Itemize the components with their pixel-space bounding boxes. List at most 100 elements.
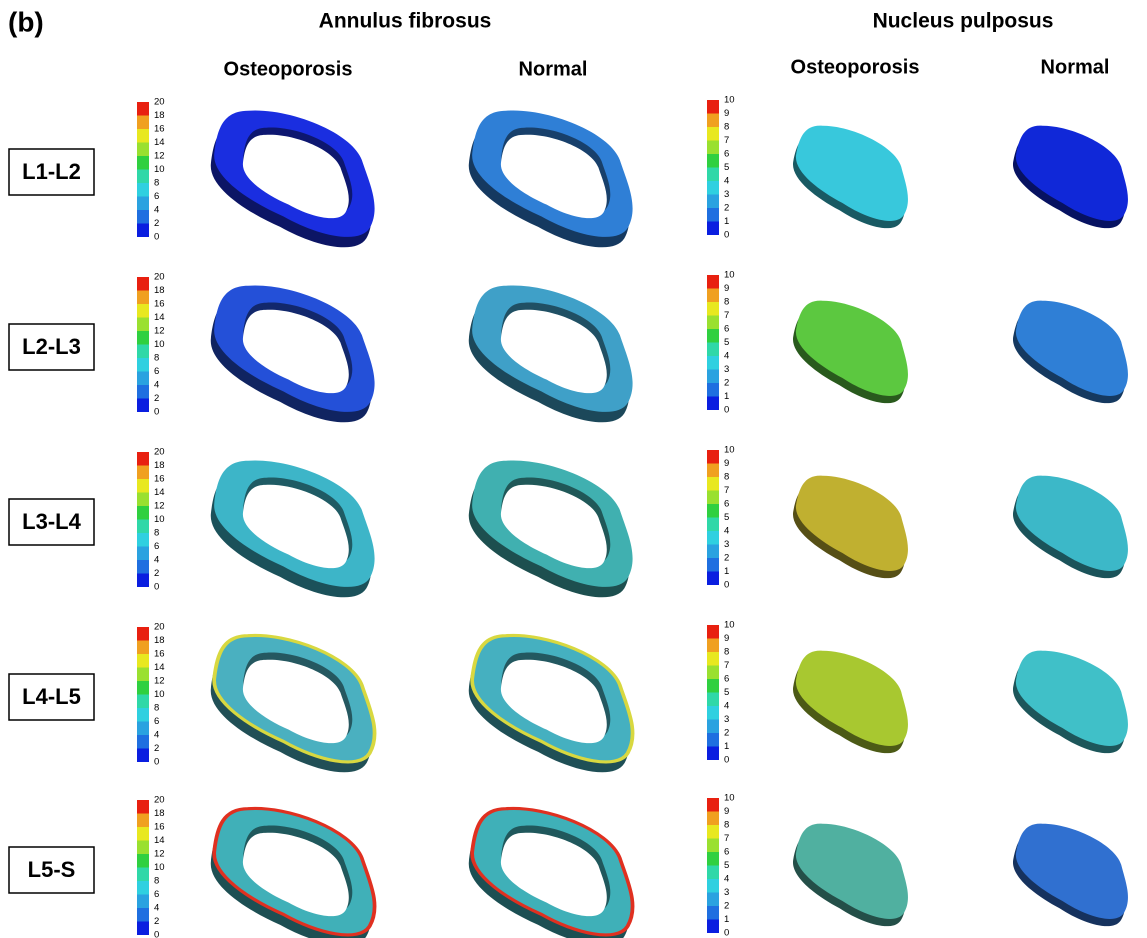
colorbar-tick-label: 0	[724, 405, 729, 416]
colorbar-segment	[137, 156, 149, 170]
colorbar-tick-label: 9	[724, 458, 729, 469]
colorbar-segment	[707, 693, 719, 707]
colorbar-tick-label: 0	[154, 232, 159, 243]
colorbar-tick-label: 20	[154, 622, 165, 633]
colorbar-tick-label: 0	[154, 407, 159, 418]
nucleus-model	[780, 464, 926, 586]
colorbar-tick-label: 2	[154, 393, 159, 404]
colorbar-segment	[137, 827, 149, 841]
colorbar-tick-label: 14	[154, 835, 165, 846]
colorbar-tick-label: 10	[724, 620, 735, 631]
colorbar-tick-label: 9	[724, 633, 729, 644]
colorbar-segment	[707, 181, 719, 195]
colorbar-segment	[137, 868, 149, 882]
colorbar-segment	[707, 679, 719, 693]
colorbar-segment	[137, 372, 149, 386]
colorbar-tick-label: 2	[154, 916, 159, 927]
annulus-model	[195, 445, 396, 607]
colorbar-tick-label: 5	[724, 860, 729, 871]
colorbar-tick-label: 4	[724, 526, 729, 537]
colorbar-segment	[707, 531, 719, 545]
annulus-model	[195, 793, 396, 938]
colorbar-segment	[137, 170, 149, 184]
colorbar-segment	[137, 385, 149, 399]
colorbar-segment	[137, 895, 149, 909]
colorbar-segment	[137, 654, 149, 668]
colorbar-tick-label: 10	[724, 793, 735, 804]
colorbar-segment	[707, 195, 719, 209]
colorbar-segment	[137, 210, 149, 224]
colorbar-tick-label: 0	[724, 755, 729, 766]
colorbar-tick-label: 7	[724, 485, 729, 496]
colorbar-segment	[137, 800, 149, 814]
colorbar-tick-label: 2	[154, 218, 159, 229]
colorbar-tick-label: 4	[724, 701, 729, 712]
nucleus-model	[1000, 639, 1146, 761]
colorbar-segment	[707, 558, 719, 572]
colorbar-segment	[707, 893, 719, 907]
colorbar-tick-label: 6	[724, 847, 729, 858]
colorbar-tick-label: 20	[154, 97, 165, 108]
colorbar-segment	[137, 183, 149, 197]
colorbar-tick-label: 8	[724, 297, 729, 308]
colorbar-segment	[707, 666, 719, 680]
colorbar-tick-label: 6	[724, 499, 729, 510]
colorbar-tick-label: 0	[154, 930, 159, 938]
colorbar-tick-label: 2	[724, 203, 729, 214]
colorbar-segment	[707, 906, 719, 920]
colorbar-segment	[137, 277, 149, 291]
colorbar-tick-label: 5	[724, 337, 729, 348]
colorbar-tick-label: 8	[154, 876, 159, 887]
colorbar-segment	[137, 331, 149, 345]
colorbar-segment	[707, 100, 719, 114]
colorbar-segment	[707, 798, 719, 812]
colorbar-tick-label: 5	[724, 512, 729, 523]
colorbar-segment	[137, 143, 149, 157]
colorbar-segment	[137, 547, 149, 561]
colorbar-tick-label: 6	[154, 191, 159, 202]
colorbar-segment	[137, 922, 149, 936]
colorbar-segment	[137, 722, 149, 736]
colorbar-tick-label: 16	[154, 299, 165, 310]
colorbar-segment	[707, 329, 719, 343]
colorbar-segment	[707, 275, 719, 289]
colorbar-segment	[707, 733, 719, 747]
colorbar-tick-label: 4	[154, 380, 159, 391]
colorbar-segment	[137, 399, 149, 413]
nucleus-model	[1000, 464, 1146, 586]
colorbar-segment	[707, 356, 719, 370]
colorbar-tick-label: 8	[154, 528, 159, 539]
colorbar-tick-label: 0	[724, 580, 729, 591]
annulus-model	[453, 620, 654, 782]
colorbar-segment	[707, 572, 719, 586]
panel-label: (b)	[8, 6, 44, 37]
colorbar-tick-label: 14	[154, 312, 165, 323]
colorbar-tick-label: 4	[724, 351, 729, 362]
colorbar-tick-label: 1	[724, 566, 729, 577]
colorbar-tick-label: 20	[154, 447, 165, 458]
colorbar-tick-label: 3	[724, 887, 729, 898]
colorbar-segment	[707, 639, 719, 653]
colorbar-segment	[137, 533, 149, 547]
colorbar-segment	[137, 493, 149, 507]
colorbar-tick-label: 9	[724, 806, 729, 817]
colorbar-segment	[707, 316, 719, 330]
colorbar-tick-label: 2	[724, 728, 729, 739]
colorbar-tick-label: 4	[154, 903, 159, 914]
column-title: Osteoporosis	[791, 56, 920, 78]
colorbar-segment	[137, 574, 149, 588]
colorbar-tick-label: 7	[724, 310, 729, 321]
colorbar-tick-label: 10	[154, 164, 165, 175]
colorbar-segment	[707, 852, 719, 866]
colorbar-tick-label: 12	[154, 326, 165, 337]
colorbar-tick-label: 6	[724, 149, 729, 160]
colorbar-tick-label: 3	[724, 364, 729, 375]
colorbar-segment	[137, 291, 149, 305]
colorbar-tick-label: 8	[724, 122, 729, 133]
colorbar-segment	[707, 397, 719, 411]
colorbar-segment	[707, 879, 719, 893]
colorbar-tick-label: 3	[724, 714, 729, 725]
colorbar-segment	[137, 520, 149, 534]
colorbar-segment	[707, 127, 719, 141]
colorbar-segment	[707, 518, 719, 532]
